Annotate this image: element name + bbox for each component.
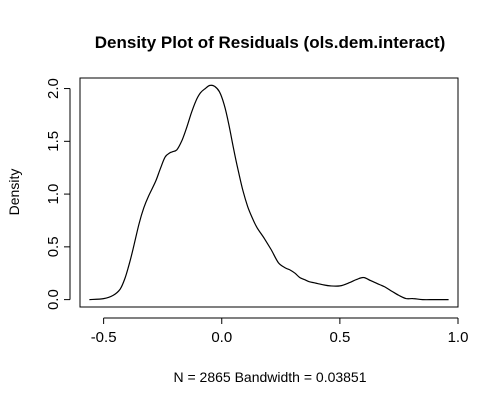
density-curve	[89, 84, 449, 301]
y-tick-label: 1.5	[45, 131, 62, 152]
x-tick-label: 1.0	[448, 329, 469, 346]
y-tick-label: 0.5	[45, 236, 62, 257]
chart-title: Density Plot of Residuals (ols.dem.inter…	[95, 33, 445, 52]
x-axis: -0.5 0.0 0.5 1.0	[91, 317, 469, 346]
y-tick-label: 0.0	[45, 289, 62, 310]
y-tick-label: 2.0	[45, 78, 62, 99]
y-axis-label: Density	[6, 169, 22, 216]
x-tick-label: 0.0	[211, 329, 232, 346]
y-axis: 0.0 0.5 1.0 1.5 2.0	[45, 78, 71, 310]
y-tick-label: 1.0	[45, 184, 62, 205]
x-tick-label: -0.5	[91, 329, 117, 346]
x-tick-label: 0.5	[329, 329, 350, 346]
plot-frame	[79, 77, 459, 308]
x-axis-label: N = 2865 Bandwidth = 0.03851	[173, 369, 366, 385]
